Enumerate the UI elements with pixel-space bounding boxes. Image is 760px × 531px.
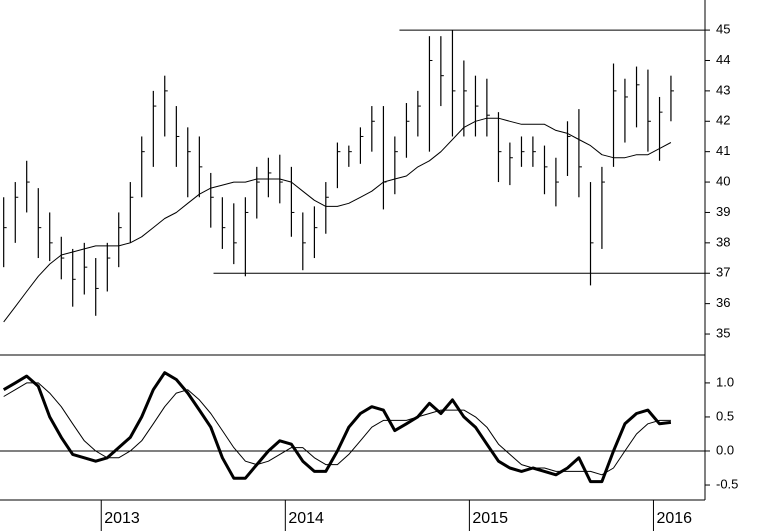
y-tick-label: 40 — [716, 173, 730, 188]
x-tick-label: 2013 — [104, 510, 140, 527]
y-tick-label: 44 — [716, 52, 730, 67]
y-tick-label: 42 — [716, 113, 730, 128]
oscillator-line — [2, 371, 672, 484]
y-tick-label: -0.5 — [716, 476, 738, 491]
moving-average — [3, 117, 672, 323]
y-tick-label: 39 — [716, 204, 730, 219]
y-tick-label: 43 — [716, 82, 730, 97]
y-tick-label: 38 — [716, 234, 730, 249]
y-tick-label: 36 — [716, 295, 730, 310]
x-tick-label: 2016 — [656, 510, 692, 527]
y-tick-label: 41 — [716, 143, 730, 158]
y-tick-label: 0.5 — [716, 408, 734, 423]
x-tick-label: 2015 — [472, 510, 508, 527]
x-tick-label: 2014 — [288, 510, 324, 527]
y-tick-label: 35 — [716, 325, 730, 340]
y-tick-label: 1.0 — [716, 374, 734, 389]
y-tick-label: 45 — [716, 22, 730, 37]
oscillator-line — [3, 382, 671, 476]
y-tick-label: 0.0 — [716, 442, 734, 457]
y-tick-label: 37 — [716, 265, 730, 280]
